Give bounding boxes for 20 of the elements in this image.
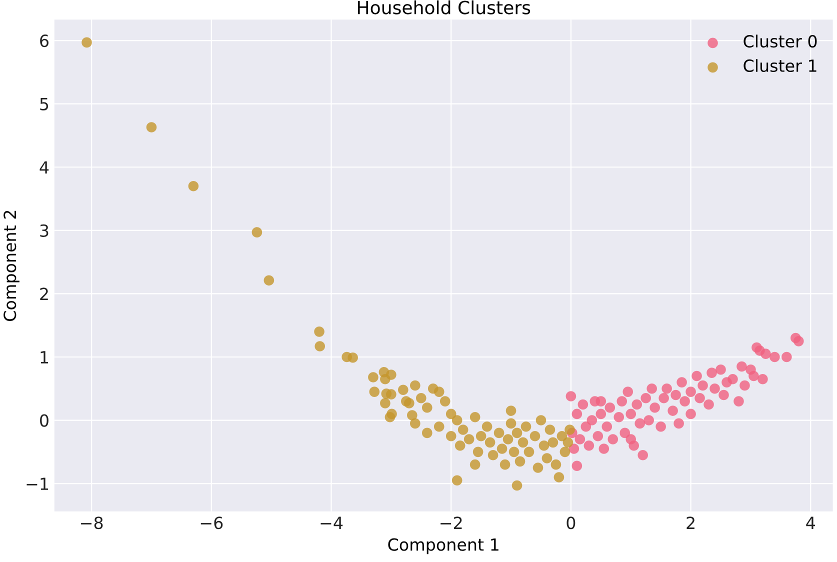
y-tick-label: 4 bbox=[40, 161, 49, 174]
y-axis-title: Component 2 bbox=[4, 210, 20, 321]
y-tick-label: 6 bbox=[40, 34, 48, 48]
x-tick-label: 4 bbox=[806, 516, 816, 529]
x-tick-label: 2 bbox=[686, 516, 694, 529]
y-tick-label: 2 bbox=[40, 288, 48, 300]
y-tick-label: 3 bbox=[40, 224, 48, 237]
legend-label: Cluster 1 bbox=[744, 59, 816, 72]
x-tick-label: 0 bbox=[566, 516, 576, 530]
chart-title: Household Clusters bbox=[358, 0, 530, 14]
x-axis-title: Component 1 bbox=[388, 538, 498, 554]
y-tick-label: 1 bbox=[40, 351, 48, 364]
x-tick-label: −2 bbox=[440, 516, 462, 529]
y-tick-label: −1 bbox=[26, 478, 48, 490]
legend-label: Cluster 0 bbox=[744, 34, 817, 48]
x-tick-label: −6 bbox=[200, 516, 223, 530]
x-tick-label: −8 bbox=[81, 516, 103, 530]
y-tick-label: 5 bbox=[40, 98, 48, 110]
x-tick-label: −4 bbox=[320, 516, 343, 529]
y-tick-label: 0 bbox=[40, 414, 48, 427]
